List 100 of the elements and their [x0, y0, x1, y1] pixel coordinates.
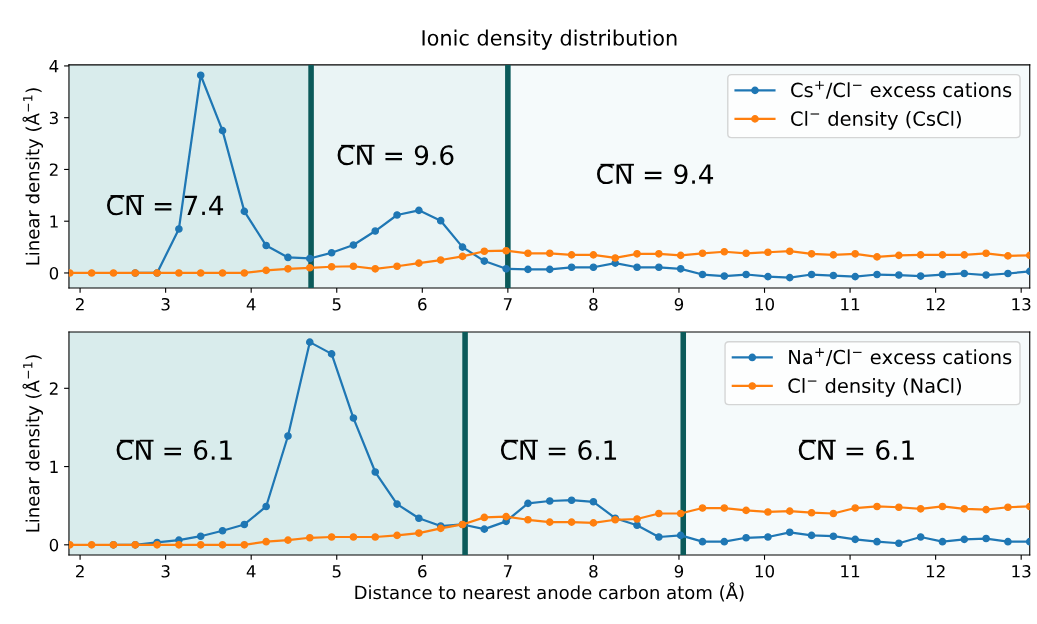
point	[698, 537, 707, 546]
point	[502, 265, 510, 273]
point	[851, 535, 860, 544]
point	[1004, 537, 1012, 546]
point	[895, 271, 903, 279]
x-tick-label: 12	[926, 565, 945, 578]
band-label: C̅N̅ = 9.4	[597, 163, 714, 185]
point	[982, 505, 990, 514]
point	[109, 269, 118, 277]
point	[502, 246, 510, 255]
point	[545, 497, 554, 505]
point	[807, 531, 816, 540]
point	[720, 504, 729, 512]
point	[589, 497, 598, 506]
x-tick-label: 7	[503, 298, 512, 311]
point	[764, 508, 772, 516]
point	[393, 262, 401, 271]
point	[284, 536, 292, 544]
point	[764, 272, 772, 281]
point	[589, 263, 598, 272]
point	[938, 270, 947, 279]
point	[524, 249, 532, 258]
x-tick-label: 13	[1012, 297, 1031, 311]
point	[393, 211, 401, 219]
y-tick-label: 1	[50, 460, 58, 473]
point	[218, 126, 227, 135]
x-tick-label: 4	[246, 565, 256, 578]
point	[851, 504, 860, 512]
chart-title: Ionic density distribution	[422, 29, 677, 50]
point	[305, 338, 314, 346]
point	[218, 526, 227, 535]
point	[807, 270, 816, 279]
legend-label: Cl$^{−}$ density (CsCl)	[791, 110, 961, 130]
x-tick-label: 9	[674, 297, 684, 311]
point	[415, 514, 423, 523]
band-label: C̅N̅ = 6.1	[500, 439, 617, 461]
point	[240, 269, 249, 277]
point	[938, 502, 947, 511]
point	[829, 271, 838, 280]
point	[1004, 252, 1012, 260]
point	[349, 262, 358, 271]
point	[960, 269, 969, 278]
point	[982, 249, 990, 258]
point	[305, 263, 314, 272]
point	[305, 254, 314, 263]
point	[480, 525, 489, 533]
y-tick-label: 3	[49, 111, 58, 125]
x-tick-label: 10	[755, 297, 775, 311]
point	[938, 251, 947, 259]
point	[175, 269, 183, 277]
point	[567, 263, 576, 272]
x-tick-label: 5	[332, 298, 341, 311]
point	[589, 251, 598, 259]
point	[262, 266, 270, 275]
point	[895, 503, 903, 512]
point	[262, 502, 270, 511]
x-tick-label: 2	[76, 565, 84, 578]
point	[982, 271, 990, 279]
point	[633, 263, 641, 272]
point	[960, 251, 969, 259]
point	[960, 504, 969, 513]
point	[371, 265, 380, 273]
point	[764, 533, 772, 541]
point	[916, 504, 925, 513]
point	[480, 247, 489, 256]
point	[284, 265, 292, 273]
point	[807, 249, 816, 258]
point	[240, 520, 249, 529]
point	[676, 531, 685, 540]
point	[742, 270, 750, 279]
point	[676, 265, 685, 273]
point	[327, 350, 336, 358]
point	[349, 414, 358, 422]
point	[175, 540, 183, 549]
y-tick-label: 2	[49, 382, 58, 395]
point	[633, 249, 641, 258]
point	[371, 533, 380, 541]
point	[720, 247, 729, 256]
x-tick-label: 2	[76, 297, 84, 311]
point	[698, 270, 707, 279]
point	[873, 270, 881, 279]
point	[676, 509, 685, 518]
point	[829, 509, 838, 518]
point	[218, 540, 227, 549]
x-tick-label: 12	[926, 297, 945, 311]
point	[240, 540, 249, 549]
point	[873, 537, 881, 546]
point	[284, 432, 292, 440]
x-tick-label: 5	[332, 565, 341, 578]
band-label: C̅N̅ = 6.1	[116, 439, 232, 461]
point	[982, 534, 990, 543]
point	[480, 513, 489, 522]
point	[305, 533, 314, 542]
point	[415, 259, 423, 267]
x-tick-label: 9	[674, 565, 684, 578]
point	[524, 515, 532, 524]
point	[458, 252, 467, 261]
point	[742, 533, 750, 542]
point	[524, 499, 532, 508]
point	[633, 515, 641, 523]
